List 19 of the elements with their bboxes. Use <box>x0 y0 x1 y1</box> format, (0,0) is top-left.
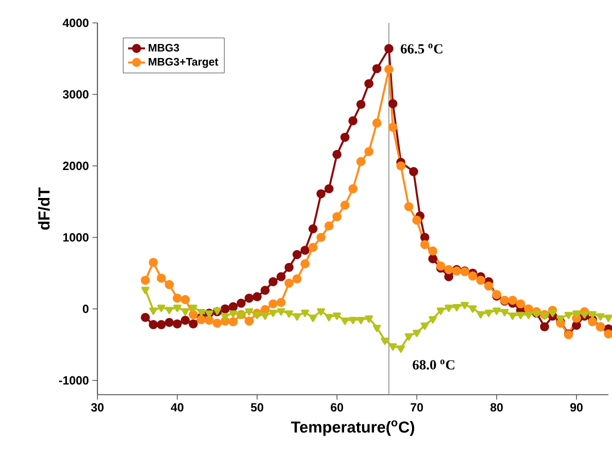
y-axis-title: dF/dT <box>38 187 50 230</box>
annotation: 68.0 $^{o}$C <box>412 360 454 370</box>
y-tick-label: 1000 <box>63 233 88 242</box>
y-tick-label: 3000 <box>62 90 88 98</box>
annotation: 66.5 $^{o}$C <box>400 44 442 54</box>
x-tick-label: 40 <box>170 403 184 412</box>
x-tick-label: 50 <box>250 403 264 412</box>
x-axis-title: Temperature($^{o}$C) <box>291 420 414 436</box>
x-tick-label: 90 <box>570 403 583 412</box>
x-tick-label: 60 <box>330 403 344 412</box>
y-tick-label: 2000 <box>62 162 88 170</box>
y-tick-label: 0 <box>82 304 88 313</box>
x-tick-label: 70 <box>410 403 423 412</box>
legend-label: MBG3+Target <box>148 58 218 68</box>
y-tick-label: 4000 <box>62 18 88 27</box>
x-tick-label: 30 <box>91 403 104 412</box>
x-tick-label: 80 <box>490 403 503 412</box>
legend-label: MBG3 <box>148 44 180 52</box>
y-tick-label: -1000 <box>59 376 88 384</box>
